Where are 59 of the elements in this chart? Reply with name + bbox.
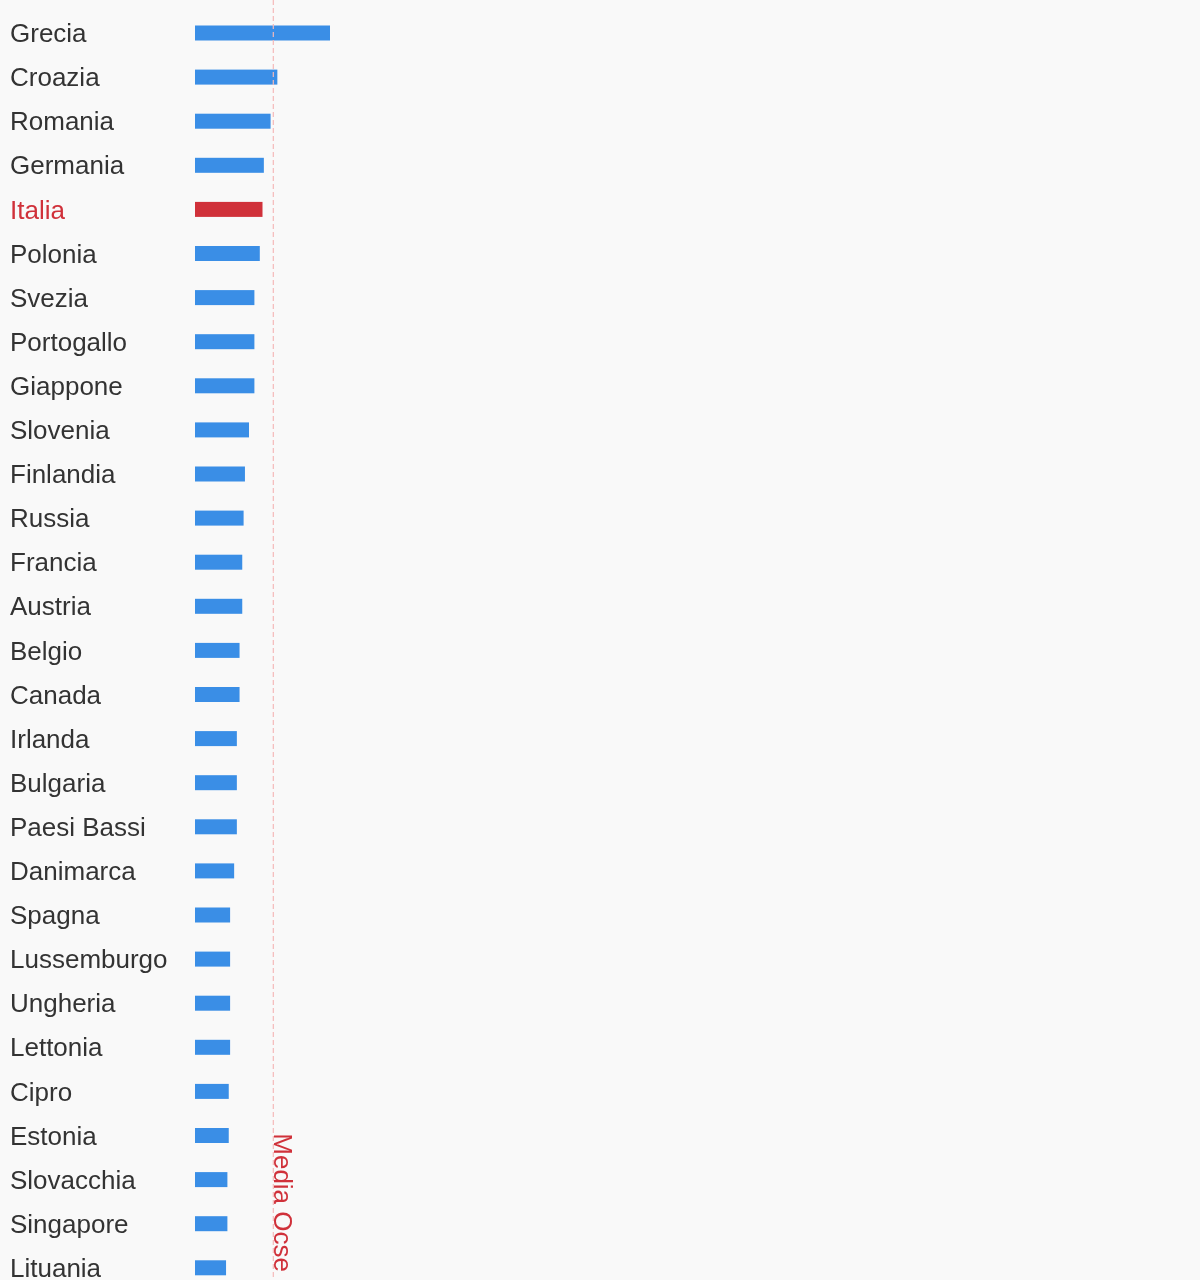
bar	[195, 1083, 229, 1099]
bar	[195, 642, 240, 658]
y-tick-label: Grecia	[10, 18, 88, 49]
y-tick-label: Giappone	[10, 370, 123, 401]
bar	[195, 334, 255, 350]
y-tick-label: Lettonia	[10, 1032, 104, 1063]
y-tick-label: Slovacchia	[10, 1164, 137, 1195]
bar	[195, 863, 235, 879]
y-tick-label: Irlanda	[10, 723, 91, 754]
bar	[195, 995, 231, 1011]
y-tick-label: Paesi Bassi	[10, 811, 146, 842]
bar	[195, 510, 244, 526]
bar	[195, 113, 271, 129]
y-tick-label: Austria	[10, 591, 92, 622]
y-tick-label: Spagna	[10, 900, 101, 931]
y-tick-label: Ungheria	[10, 988, 117, 1019]
y-tick-label: Belgio	[10, 635, 83, 666]
y-tick-label: Bulgaria	[10, 767, 106, 798]
bar	[195, 731, 237, 747]
y-tick-label: Germania	[10, 150, 125, 181]
y-tick-label: Finlandia	[10, 459, 117, 490]
y-tick-label: Italia	[10, 194, 66, 225]
bar	[195, 1260, 227, 1276]
bar	[195, 951, 231, 967]
bar	[195, 1128, 229, 1143]
bar	[195, 378, 255, 394]
y-tick-label: Polonia	[10, 238, 98, 269]
bar	[195, 687, 240, 702]
bar	[195, 246, 260, 261]
bar	[195, 290, 255, 306]
bar	[195, 201, 263, 217]
bar	[195, 598, 243, 614]
y-tick-label: Croazia	[10, 62, 101, 93]
bar	[195, 819, 237, 835]
y-tick-label: Svezia	[10, 282, 89, 313]
bar	[195, 907, 231, 923]
y-tick-label: Singapore	[10, 1208, 129, 1239]
y-tick-label: Romania	[10, 106, 115, 137]
ref-line-label: Media Ocse	[268, 1133, 299, 1272]
bar	[195, 422, 249, 438]
y-tick-label: Francia	[10, 547, 98, 578]
bar	[195, 775, 237, 791]
y-tick-label: Cipro	[10, 1076, 73, 1107]
y-tick-label: Lussemburgo	[10, 944, 168, 975]
bar	[195, 1216, 228, 1232]
bar	[195, 69, 278, 85]
y-tick-label: Danimarca	[10, 856, 137, 886]
bar	[195, 466, 245, 482]
y-tick-label: Russia	[10, 503, 91, 534]
bar	[195, 157, 264, 173]
y-tick-label: Portogallo	[10, 326, 128, 357]
y-tick-label: Estonia	[10, 1120, 98, 1151]
bar	[195, 1172, 228, 1188]
bar	[195, 554, 243, 570]
bar	[195, 25, 330, 41]
bar	[195, 1039, 231, 1055]
y-tick-label: Canada	[10, 679, 102, 710]
y-tick-label: Lituania	[10, 1252, 102, 1280]
y-tick-label: Slovenia	[10, 415, 111, 445]
